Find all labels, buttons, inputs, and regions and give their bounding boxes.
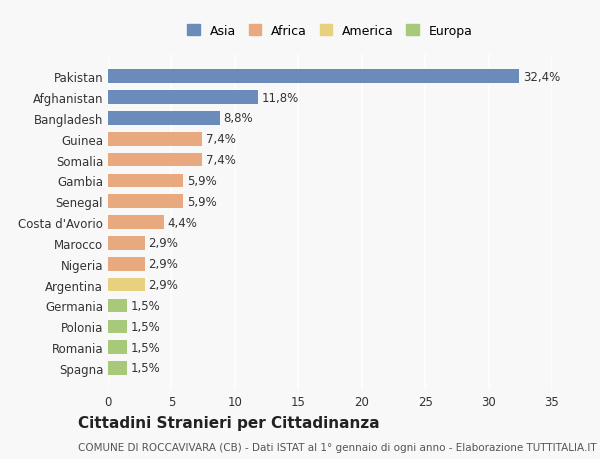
Text: 2,9%: 2,9% xyxy=(149,257,178,271)
Text: Cittadini Stranieri per Cittadinanza: Cittadini Stranieri per Cittadinanza xyxy=(78,415,380,430)
Bar xyxy=(108,91,257,105)
Bar xyxy=(108,216,164,230)
Bar xyxy=(108,112,220,125)
Bar xyxy=(108,195,183,208)
Text: 2,9%: 2,9% xyxy=(149,237,178,250)
Text: 5,9%: 5,9% xyxy=(187,196,217,208)
Bar xyxy=(108,133,202,146)
Bar xyxy=(108,299,127,313)
Legend: Asia, Africa, America, Europa: Asia, Africa, America, Europa xyxy=(184,21,476,42)
Text: 1,5%: 1,5% xyxy=(131,320,161,333)
Text: 8,8%: 8,8% xyxy=(223,112,253,125)
Bar xyxy=(108,278,145,292)
Bar xyxy=(108,70,519,84)
Text: 2,9%: 2,9% xyxy=(149,279,178,291)
Bar xyxy=(108,361,127,375)
Text: 1,5%: 1,5% xyxy=(131,341,161,354)
Bar xyxy=(108,237,145,250)
Bar xyxy=(108,153,202,167)
Bar xyxy=(108,320,127,333)
Bar xyxy=(108,257,145,271)
Bar xyxy=(108,341,127,354)
Text: 7,4%: 7,4% xyxy=(206,133,236,146)
Text: COMUNE DI ROCCAVIVARA (CB) - Dati ISTAT al 1° gennaio di ogni anno - Elaborazion: COMUNE DI ROCCAVIVARA (CB) - Dati ISTAT … xyxy=(78,442,596,452)
Text: 4,4%: 4,4% xyxy=(167,216,197,229)
Text: 1,5%: 1,5% xyxy=(131,299,161,312)
Text: 32,4%: 32,4% xyxy=(523,71,560,84)
Text: 7,4%: 7,4% xyxy=(206,154,236,167)
Text: 1,5%: 1,5% xyxy=(131,362,161,375)
Bar xyxy=(108,174,183,188)
Text: 11,8%: 11,8% xyxy=(262,91,299,104)
Text: 5,9%: 5,9% xyxy=(187,174,217,188)
